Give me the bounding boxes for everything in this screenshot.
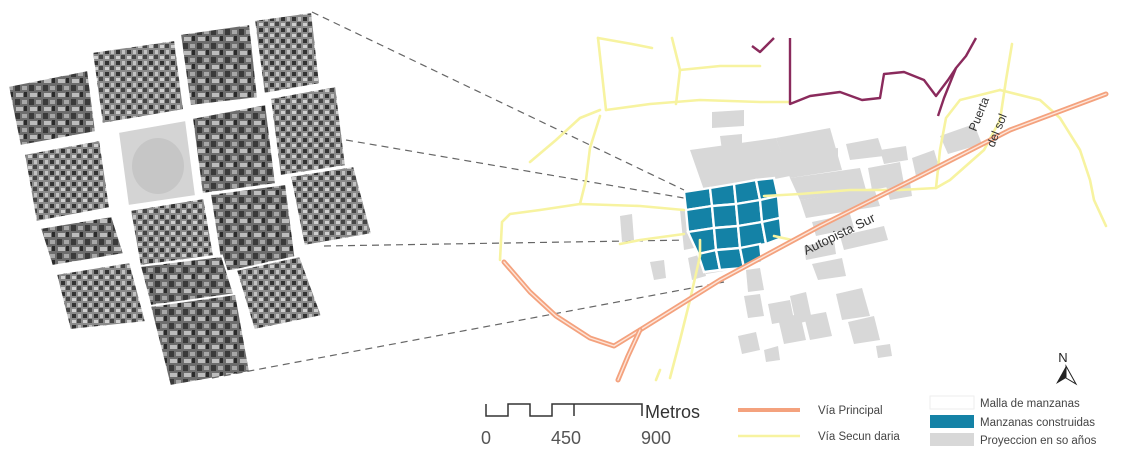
legend-construidas-label: Manzanas construidas [980, 417, 1095, 429]
vias-secundarias [498, 36, 1108, 382]
north-arrow: N [1056, 350, 1078, 386]
legend-malla-swatch [929, 395, 975, 410]
legend-construidas-swatch [930, 415, 974, 428]
scale-bar: Metros 0 450 900 [481, 402, 700, 448]
scale-tick-0: 0 [481, 428, 491, 448]
legend: Vía Principal Vía Secun daria Malla de m… [738, 395, 1097, 447]
puerta-del-sol-label: Puerta [966, 95, 992, 133]
legend-proyeccion-swatch [930, 433, 974, 446]
boundary-line [751, 37, 978, 117]
legend-proyeccion-label: Proyeccion en so años [980, 435, 1097, 447]
vias-principales [501, 91, 1109, 383]
legend-malla-label: Malla de manzanas [980, 398, 1080, 410]
legend-via-principal-label: Vía Principal [818, 405, 883, 417]
legend-via-secundaria-label: Vía Secun daria [818, 431, 900, 443]
map-area: Autopista Sur Puerta del sol N [498, 36, 1109, 386]
aerial-photo [6, 10, 374, 388]
north-arrow-icon [1056, 366, 1066, 384]
manzanas-construidas [682, 176, 784, 274]
scale-unit: Metros [645, 402, 700, 422]
scale-tick-450: 450 [551, 428, 581, 448]
north-label: N [1058, 350, 1067, 365]
scale-tick-900: 900 [641, 428, 671, 448]
